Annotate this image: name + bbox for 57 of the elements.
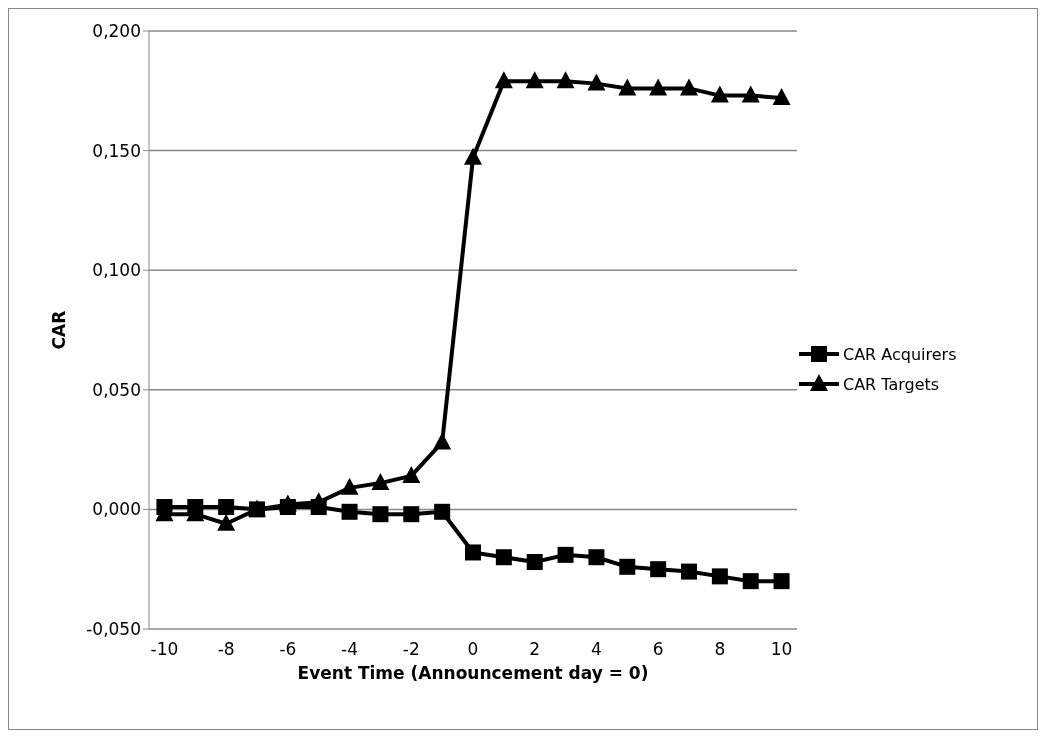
x-tick-label: 10	[770, 639, 793, 660]
point	[402, 465, 421, 483]
point	[156, 499, 173, 516]
point	[433, 432, 452, 450]
y-tick-label: 0,150	[92, 140, 141, 161]
point	[711, 568, 728, 585]
point	[494, 71, 513, 89]
point	[340, 477, 359, 495]
point	[434, 503, 451, 520]
legend-label: CAR Targets	[843, 374, 940, 394]
point	[588, 549, 605, 566]
point	[681, 563, 697, 580]
x-tick-label: 8	[714, 639, 726, 660]
x-tick-label: -10	[150, 639, 179, 660]
point	[187, 499, 204, 516]
point	[218, 499, 235, 516]
point	[465, 544, 481, 561]
y-axis-title: CAR	[49, 310, 70, 350]
point	[773, 573, 790, 590]
x-tick-label: 6	[652, 639, 664, 660]
x-tick-label: -6	[279, 639, 297, 660]
x-tick-label: -2	[402, 639, 420, 660]
x-tick-label: -8	[217, 639, 235, 660]
point	[526, 554, 543, 571]
point	[464, 147, 482, 165]
point	[650, 561, 667, 578]
point	[772, 87, 791, 105]
point	[741, 85, 760, 103]
legend-label: CAR Acquirers	[843, 344, 957, 364]
y-tick-label: 0,050	[92, 379, 141, 400]
x-tick-label: 2	[529, 639, 541, 660]
y-tick-label: -0,050	[86, 619, 141, 640]
point	[341, 503, 358, 520]
point	[742, 573, 759, 590]
point	[556, 71, 575, 89]
point	[710, 85, 729, 103]
x-tick-label: -4	[341, 639, 359, 660]
x-tick-label: 4	[591, 639, 602, 660]
point	[587, 73, 606, 91]
point	[618, 78, 637, 96]
y-tick-label: 0,200	[92, 21, 141, 42]
y-tick-label: 0,000	[92, 499, 141, 520]
x-axis-title: Event Time (Announcement day = 0)	[297, 663, 649, 683]
y-tick-label: 0,100	[92, 260, 141, 281]
x-tick-label: 0	[467, 639, 479, 660]
point	[557, 546, 574, 563]
point	[279, 499, 296, 516]
point	[619, 558, 636, 575]
point	[525, 71, 544, 89]
point	[680, 78, 698, 96]
point	[403, 506, 420, 523]
point	[495, 549, 512, 566]
point	[310, 499, 327, 516]
point	[372, 506, 389, 523]
point	[649, 78, 668, 96]
point	[371, 473, 390, 491]
point	[217, 513, 236, 531]
